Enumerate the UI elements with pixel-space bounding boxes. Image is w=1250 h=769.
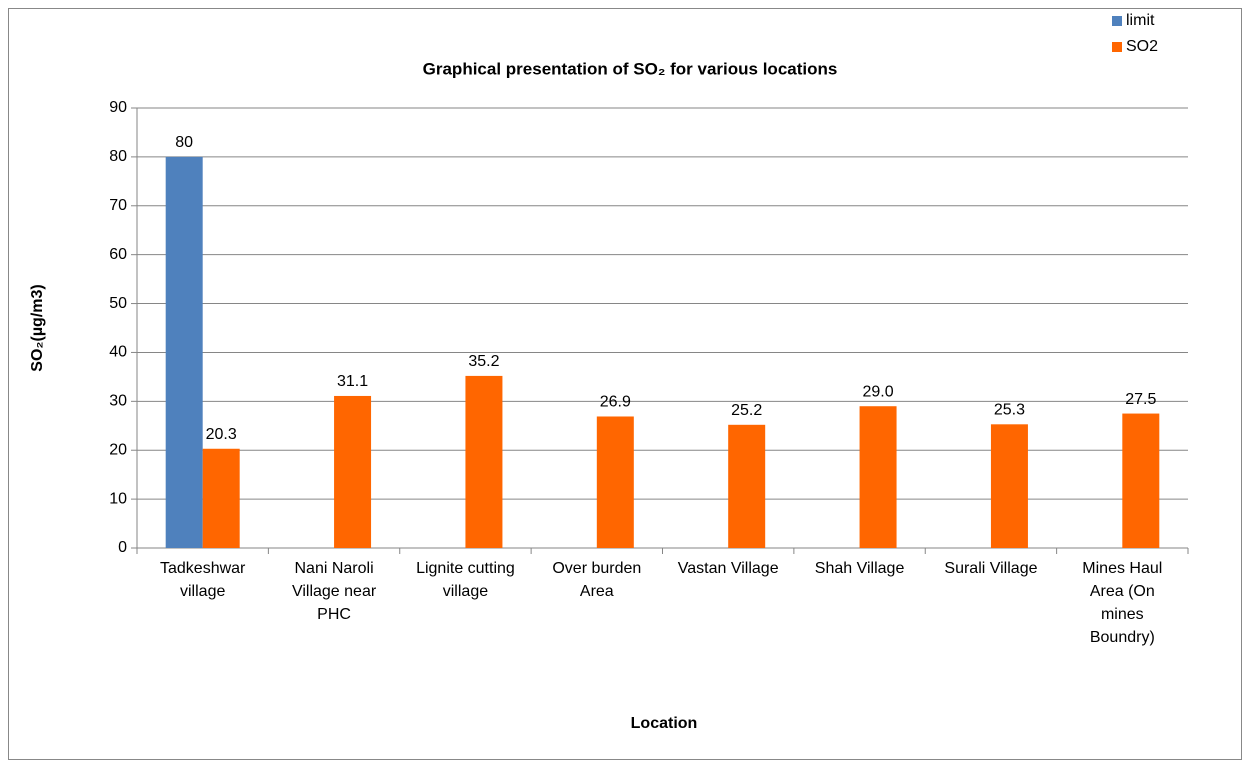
bar (596, 416, 634, 548)
legend-label: SO2 (1126, 38, 1158, 55)
x-tick-label: Shah Village (815, 560, 905, 577)
x-tick-label: Surali Village (944, 560, 1037, 577)
data-label: 27.5 (1125, 391, 1156, 408)
chart-title: Graphical presentation of SO₂ for variou… (423, 59, 838, 78)
data-label: 26.9 (600, 394, 631, 411)
y-tick-label: 30 (109, 393, 127, 410)
data-label: 35.2 (468, 353, 499, 370)
bar (859, 406, 897, 548)
bar (334, 395, 372, 548)
y-tick-label: 10 (109, 490, 127, 507)
y-tick-label: 20 (109, 441, 127, 458)
x-tick-label: Tadkeshwar village (160, 560, 246, 600)
legend-label: limit (1126, 12, 1155, 29)
y-axis-label: SO₂(µg/m3) (29, 284, 46, 371)
x-tick-label: Nani Naroli Village near PHC (292, 560, 377, 623)
data-label: 25.3 (994, 402, 1025, 419)
data-label: 20.3 (206, 426, 237, 443)
y-tick-label: 40 (109, 344, 127, 361)
y-tick-label: 0 (118, 539, 127, 556)
bar (728, 424, 766, 548)
x-tick-label: Mines Haul Area (On mines Boundry) (1082, 560, 1162, 646)
bar (202, 448, 240, 548)
data-label: 80 (175, 134, 193, 151)
legend-swatch (1112, 42, 1122, 52)
y-tick-label: 60 (109, 246, 127, 263)
x-tick-label: Vastan Village (678, 560, 779, 577)
x-tick-label: Lignite cutting village (416, 560, 515, 600)
y-tick-label: 50 (109, 295, 127, 312)
legend-swatch (1112, 16, 1122, 26)
y-tick-label: 90 (109, 99, 127, 116)
data-label: 25.2 (731, 402, 762, 419)
bar (990, 424, 1028, 548)
y-tick-label: 70 (109, 197, 127, 214)
bar (165, 156, 203, 548)
chart-border (8, 8, 1242, 760)
y-tick-label: 80 (109, 148, 127, 165)
bar (1122, 413, 1160, 548)
x-axis-label: Location (631, 715, 698, 732)
data-label: 31.1 (337, 373, 368, 390)
bar (465, 375, 503, 548)
data-label: 29.0 (862, 383, 893, 400)
x-tick-label: Over burden Area (552, 560, 641, 600)
